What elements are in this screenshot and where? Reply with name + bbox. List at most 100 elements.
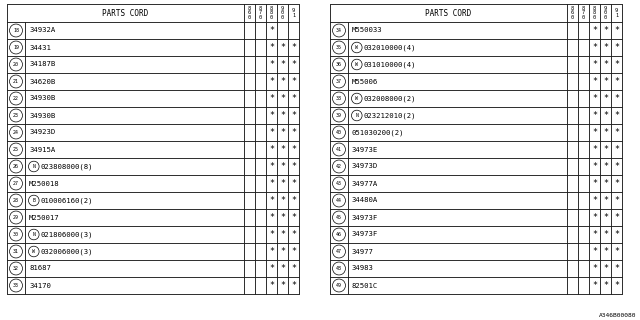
- Text: 39: 39: [336, 113, 342, 118]
- Bar: [589, 158, 600, 175]
- Bar: [25, 226, 244, 243]
- Bar: [7, 175, 25, 192]
- Bar: [600, 209, 611, 226]
- Circle shape: [333, 228, 346, 241]
- Bar: [567, 209, 578, 226]
- Text: *: *: [280, 128, 285, 137]
- Bar: [348, 141, 567, 158]
- Text: *: *: [603, 230, 608, 239]
- Bar: [25, 175, 244, 192]
- Text: 8
8
0: 8 8 0: [270, 6, 273, 20]
- Bar: [567, 158, 578, 175]
- Bar: [25, 107, 244, 124]
- Circle shape: [10, 262, 22, 275]
- Bar: [7, 56, 25, 73]
- Bar: [567, 73, 578, 90]
- Text: *: *: [280, 111, 285, 120]
- Bar: [578, 90, 589, 107]
- Text: 9
0
0: 9 0 0: [281, 6, 284, 20]
- Text: 34930B: 34930B: [29, 113, 55, 118]
- Bar: [330, 56, 348, 73]
- Text: *: *: [280, 77, 285, 86]
- Bar: [330, 277, 348, 294]
- Circle shape: [29, 195, 39, 206]
- Bar: [25, 90, 244, 107]
- Bar: [567, 260, 578, 277]
- Text: M250018: M250018: [29, 180, 60, 187]
- Bar: [277, 243, 288, 260]
- Text: 34977: 34977: [352, 249, 374, 254]
- Bar: [244, 56, 255, 73]
- Bar: [600, 226, 611, 243]
- Text: 32: 32: [13, 266, 19, 271]
- Bar: [244, 175, 255, 192]
- Bar: [600, 124, 611, 141]
- Bar: [277, 141, 288, 158]
- Bar: [244, 277, 255, 294]
- Text: 34930B: 34930B: [29, 95, 55, 101]
- Text: *: *: [280, 179, 285, 188]
- Text: 032008000(2): 032008000(2): [364, 95, 416, 102]
- Bar: [244, 243, 255, 260]
- Bar: [244, 90, 255, 107]
- Text: PARTS CORD: PARTS CORD: [102, 9, 148, 18]
- Bar: [255, 260, 266, 277]
- Text: *: *: [614, 60, 619, 69]
- Bar: [288, 124, 299, 141]
- Bar: [611, 277, 622, 294]
- Text: 29: 29: [13, 215, 19, 220]
- Text: *: *: [603, 128, 608, 137]
- Circle shape: [10, 109, 22, 122]
- Text: 34923D: 34923D: [29, 130, 55, 135]
- Bar: [288, 73, 299, 90]
- Text: *: *: [614, 128, 619, 137]
- Bar: [7, 39, 25, 56]
- Bar: [288, 4, 299, 22]
- Bar: [244, 192, 255, 209]
- Bar: [600, 107, 611, 124]
- Bar: [277, 209, 288, 226]
- Bar: [330, 124, 348, 141]
- Text: N: N: [33, 164, 35, 169]
- Text: *: *: [603, 196, 608, 205]
- Bar: [255, 4, 266, 22]
- Bar: [330, 22, 348, 39]
- Bar: [578, 22, 589, 39]
- Text: 47: 47: [336, 249, 342, 254]
- Circle shape: [10, 245, 22, 258]
- Bar: [7, 192, 25, 209]
- Text: *: *: [269, 111, 274, 120]
- Text: *: *: [592, 196, 597, 205]
- Text: *: *: [614, 281, 619, 290]
- Text: 28: 28: [13, 198, 19, 203]
- Circle shape: [333, 177, 346, 190]
- Bar: [7, 277, 25, 294]
- Bar: [567, 4, 578, 22]
- Text: 34973F: 34973F: [352, 214, 378, 220]
- Bar: [244, 141, 255, 158]
- Bar: [255, 192, 266, 209]
- Text: *: *: [269, 179, 274, 188]
- Text: 25: 25: [13, 147, 19, 152]
- Bar: [266, 243, 277, 260]
- Text: 22: 22: [13, 96, 19, 101]
- Bar: [25, 124, 244, 141]
- Bar: [255, 124, 266, 141]
- Bar: [330, 107, 348, 124]
- Text: 9
1: 9 1: [615, 8, 618, 18]
- Bar: [277, 22, 288, 39]
- Bar: [611, 22, 622, 39]
- Text: 36: 36: [336, 62, 342, 67]
- Bar: [288, 22, 299, 39]
- Text: *: *: [592, 145, 597, 154]
- Text: 8
7
0: 8 7 0: [582, 6, 585, 20]
- Bar: [600, 243, 611, 260]
- Text: *: *: [280, 60, 285, 69]
- Text: *: *: [291, 94, 296, 103]
- Bar: [567, 243, 578, 260]
- Text: *: *: [269, 128, 274, 137]
- Text: *: *: [603, 247, 608, 256]
- Text: *: *: [592, 77, 597, 86]
- Bar: [611, 90, 622, 107]
- Circle shape: [10, 194, 22, 207]
